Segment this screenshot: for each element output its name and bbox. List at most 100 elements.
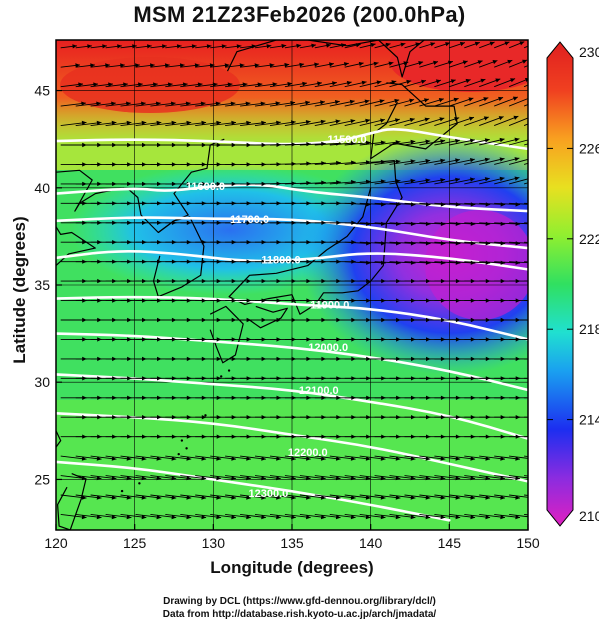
wind-arrow-head (306, 514, 311, 520)
coastline-10 (226, 40, 425, 78)
wind-arrow-head (141, 101, 146, 106)
wind-arrow-head (531, 279, 536, 283)
wind-arrow-head (216, 476, 222, 481)
wind-arrow-head (380, 456, 386, 461)
wind-arrow-head (531, 298, 536, 302)
wind-arrow-head (531, 337, 536, 341)
wind-arrow-head (246, 476, 251, 481)
field-cold-core-deep (425, 210, 528, 320)
wind-arrow-head (306, 456, 311, 461)
wind-arrow-head (346, 80, 352, 86)
wind-arrow-head (439, 117, 445, 122)
wind-arrow-head (350, 514, 356, 520)
island-dot (177, 452, 180, 456)
wind-arrow-head (350, 119, 356, 124)
wind-arrow-head (513, 115, 519, 120)
wind-arrow-head (531, 357, 536, 361)
colorbar-ticks: 210 214 218 222 226 230 (547, 44, 599, 524)
wind-arrow-head (186, 456, 192, 461)
wind-arrow-head (406, 79, 412, 85)
wind-arrow-head (485, 495, 491, 500)
page-title: MSM 21Z23Feb2026 (200.0hPa) (133, 2, 466, 27)
wind-arrow-head (350, 476, 356, 481)
wind-arrow-head (435, 79, 441, 84)
wind-arrow-head (450, 79, 456, 84)
wind-arrow-head (499, 176, 505, 182)
wind-arrow-head (239, 63, 245, 68)
wind-arrow-head (425, 495, 431, 500)
wind-arrow-head (410, 456, 416, 461)
wind-arrow-shaft (523, 65, 528, 68)
coastline-5 (126, 138, 225, 234)
wind-arrow-head (410, 476, 416, 481)
wind-arrow-head (495, 78, 501, 83)
wind-arrow-head (276, 120, 281, 125)
wind-arrow-head (287, 81, 293, 87)
wind-arrow-head (415, 42, 421, 47)
wind-arrow-shaft (508, 117, 528, 127)
wind-arrow-head (209, 63, 215, 68)
wind-arrow-head (179, 63, 185, 68)
wind-arrow-head (290, 100, 296, 106)
wind-arrow-head (480, 78, 486, 83)
wind-arrow-head (514, 176, 520, 181)
coastline-4 (152, 216, 205, 298)
wind-arrow-head (485, 514, 491, 520)
coastline-9 (56, 425, 62, 449)
wind-arrow-head (81, 120, 87, 126)
wind-arrow-head (380, 514, 386, 520)
wind-arrow-head (395, 140, 401, 145)
wind-arrow-head (246, 120, 251, 126)
contour-lines (56, 128, 528, 522)
wind-arrow-head (176, 44, 182, 49)
wind-arrow-head (455, 138, 460, 144)
wind-arrow-head (530, 476, 535, 480)
wind-arrow-head (470, 177, 475, 182)
wind-arrow-head (261, 456, 266, 461)
wind-arrow-head (276, 456, 281, 461)
contour-line-8 (56, 460, 451, 522)
wind-arrow-head (126, 120, 132, 126)
wind-arrow-head (424, 98, 429, 103)
wind-arrow-head (200, 101, 206, 106)
wind-arrow-head (155, 101, 161, 106)
wind-arrow-head (455, 158, 460, 163)
wind-arrow-head (361, 80, 367, 85)
wind-arrow-head (545, 515, 550, 519)
wind-arrow-head (453, 97, 459, 102)
wind-arrow-head (394, 118, 400, 123)
wind-arrow-head (197, 82, 203, 87)
wind-arrow-head (126, 456, 132, 461)
wind-arrow-head (335, 495, 341, 500)
wind-arrow-head (216, 495, 222, 500)
coastline-6 (57, 473, 87, 530)
wind-arrow-head (440, 139, 446, 144)
wind-arrow-head (96, 456, 102, 461)
wind-arrow-head (135, 63, 140, 68)
wind-arrow-head (410, 495, 416, 500)
wind-arrow-head (365, 514, 371, 520)
wind-arrow-head (440, 178, 446, 183)
wind-arrow-head (291, 456, 296, 461)
wind-arrow-head (81, 514, 87, 520)
wind-arrow-head (299, 62, 305, 67)
wind-arrow-head (212, 82, 218, 87)
wind-arrow-head (96, 495, 102, 500)
wind-arrow-head (483, 116, 489, 121)
wind-arrow-head (201, 476, 207, 481)
y-tick-label: 35 (34, 277, 50, 293)
island-dot (227, 369, 231, 372)
wind-arrow-head (224, 63, 230, 68)
wind-arrow-head (470, 514, 476, 520)
wind-arrow-head (483, 97, 489, 102)
wind-arrow-head (296, 43, 302, 48)
wind-arrow-shaft (508, 158, 528, 165)
wind-arrow-head (132, 44, 137, 49)
wind-arrow-head (410, 139, 416, 145)
wind-arrow-head (254, 63, 260, 68)
wind-arrow-head (123, 82, 128, 87)
contour-label: 12200.0 (288, 447, 328, 459)
wind-arrow-head (365, 118, 371, 123)
wind-arrow-head (462, 60, 468, 65)
